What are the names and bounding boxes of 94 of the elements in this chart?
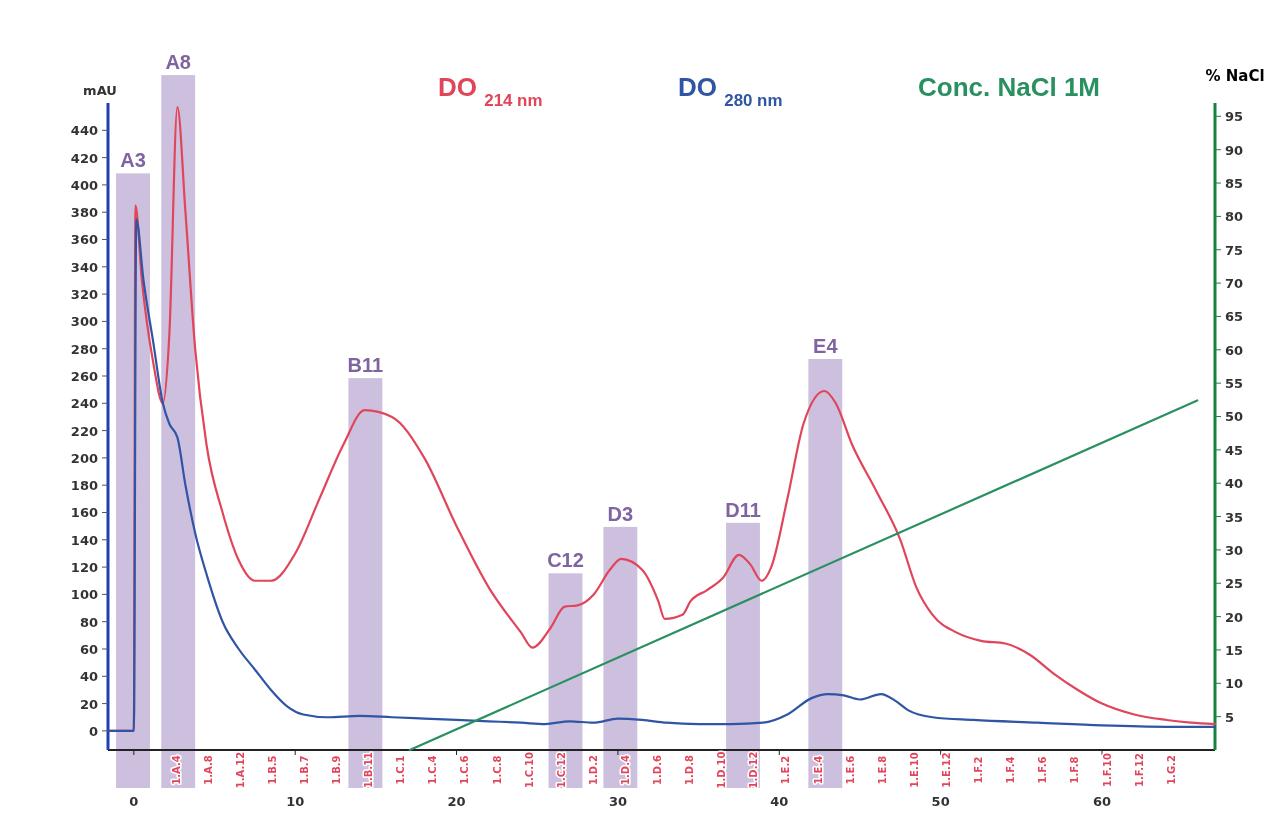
text: 1.A.4 [170,755,182,785]
y-tick-label: 100 [70,587,98,603]
y-tick-label: 300 [70,314,98,330]
x-tick-label: 50 [931,794,950,809]
text: 1.B.9 [330,755,342,785]
y2-tick-label: 50 [1225,409,1244,425]
text: 1.D.12 [747,751,759,789]
text: 1.A.8 [202,755,214,785]
text: 1.G.2 [1165,755,1177,785]
text: 1.C.8 [491,755,503,785]
y2-tick-label: 30 [1225,542,1244,558]
x-tick-label: 40 [770,794,789,809]
y-tick-label: 260 [70,369,98,384]
text: 1.B.7 [298,755,310,785]
text: 1.D.2 [587,755,599,785]
text: 1.E.10 [908,752,920,788]
text: 1.F.2 [972,756,984,784]
y-tick-label: 60 [79,641,98,657]
text: 1.D.8 [683,755,695,785]
text: 1.D.4 [619,755,631,785]
band-label: A3 [120,149,146,172]
text: 1.E.8 [876,755,888,785]
band-label: E4 [813,335,839,358]
y-tick-label: 40 [79,669,98,685]
x-tick-label: 0 [129,794,139,809]
band-label: D3 [607,502,634,525]
y-tick-label: 360 [70,232,98,248]
text: 1.F.10 [1101,753,1113,787]
y2-tick-label: 15 [1225,642,1244,658]
y-tick-label: 400 [70,177,98,193]
y-tick-label: 20 [79,696,98,712]
y2-tick-label: 60 [1225,342,1244,358]
y-tick-label: 120 [70,560,98,576]
y2-tick-label: 75 [1225,242,1244,258]
text: Conc. NaCl 1M [918,72,1101,102]
text: 1.C.12 [555,752,567,788]
text: DO $_{214 nm}$ [438,72,543,110]
band-label: B11 [347,354,384,377]
y2-tick-label: 5 [1225,709,1235,725]
y2-tick-label: 20 [1225,609,1244,625]
y-tick-label: 440 [70,123,98,139]
y-tick-label: 380 [70,205,98,221]
y2-tick-label: 40 [1225,476,1244,492]
band-label: A8 [165,51,191,74]
text: 1.C.1 [394,755,406,785]
y2-tick-label: 10 [1225,676,1244,692]
y2-tick-label: 80 [1225,209,1244,225]
y2-tick-label: 90 [1225,142,1244,158]
y-tick-label: 160 [70,505,98,521]
band-label: C12 [547,549,584,572]
y-tick-label: 180 [70,478,98,494]
x-tick-label: 30 [608,794,627,809]
text: 1.D.6 [651,755,663,785]
y2-tick-label: 95 [1225,109,1244,125]
x-tick-label: 20 [447,794,466,809]
x-tick-label: 10 [286,794,305,809]
text: 1.E.12 [940,752,952,788]
text: 1.B.5 [266,755,278,785]
y-tick-label: 280 [70,341,98,357]
y-tick-label: 220 [70,423,98,439]
text: 1.F.6 [1036,756,1048,784]
line-series [108,217,1217,732]
y-tick-label: 140 [70,532,98,548]
band-label: D11 [725,498,761,521]
text: 1.D.10 [715,751,727,789]
text: 1.C.10 [523,752,535,788]
text: 1.E.2 [779,755,791,785]
y2-axis-title: % NaCl [1205,67,1265,85]
y2-tick-label: 85 [1225,176,1244,192]
y2-tick-label: 25 [1225,576,1244,592]
y-tick-label: 80 [79,614,98,630]
y-tick-label: 340 [70,259,98,275]
y2-tick-label: 55 [1225,376,1244,392]
y2-tick-label: 35 [1225,509,1244,525]
y-axis-title: mAU [83,83,117,98]
y-tick-label: 320 [70,287,98,303]
y2-tick-label: 65 [1225,309,1244,325]
y-tick-label: 240 [70,396,98,412]
text: 1.E.4 [812,755,824,785]
y2-tick-label: 45 [1225,442,1244,458]
text: 1.C.6 [458,755,470,785]
y-tick-label: 0 [88,723,98,739]
y-tick-label: 200 [70,450,98,466]
text: 1.A.12 [234,751,246,789]
text: 1.C.4 [426,755,438,785]
text: 1.F.12 [1133,753,1145,787]
x-tick-label: 60 [1092,794,1112,809]
y2-tick-label: 70 [1225,276,1244,292]
text: DO $_{280 nm}$ [678,72,783,110]
text: 1.B.11 [362,751,374,789]
text: 1.F.8 [1068,756,1080,784]
text: 1.E.6 [844,755,856,785]
y-tick-label: 420 [70,150,98,166]
text: 1.F.4 [1004,756,1016,784]
